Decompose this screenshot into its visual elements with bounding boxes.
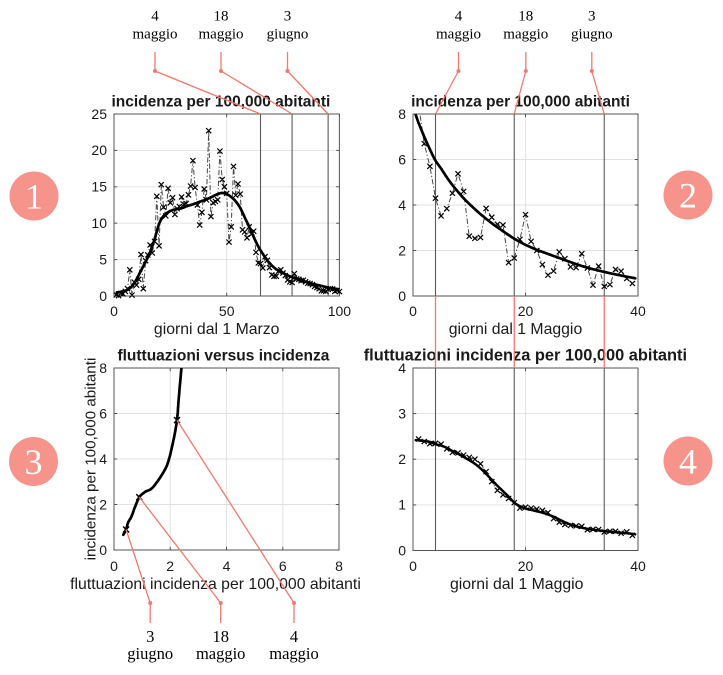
svg-text:giugno: giugno [571, 27, 613, 43]
svg-text:3: 3 [588, 8, 596, 24]
svg-text:4: 4 [223, 558, 231, 574]
svg-text:2: 2 [166, 558, 174, 574]
svg-text:20: 20 [518, 303, 534, 319]
svg-text:6: 6 [99, 405, 107, 421]
svg-text:20: 20 [91, 142, 107, 158]
svg-text:18: 18 [214, 8, 229, 24]
svg-text:fluttuazioni incidenza per 100: fluttuazioni incidenza per 100,000 abita… [364, 347, 687, 365]
svg-text:0: 0 [99, 288, 107, 304]
svg-text:8: 8 [335, 558, 343, 574]
svg-text:0: 0 [409, 558, 417, 574]
svg-text:maggio: maggio [199, 27, 244, 43]
svg-text:maggio: maggio [436, 27, 481, 43]
svg-text:giorni dal 1 Maggio: giorni dal 1 Maggio [450, 576, 584, 593]
svg-text:40: 40 [630, 558, 646, 574]
svg-text:18: 18 [518, 8, 533, 24]
svg-text:2: 2 [679, 175, 697, 215]
svg-text:25: 25 [91, 106, 107, 122]
svg-text:3: 3 [284, 8, 292, 24]
svg-text:giorni dal 1 Marzo: giorni dal 1 Marzo [154, 321, 280, 338]
svg-text:2: 2 [398, 242, 406, 258]
svg-text:4: 4 [679, 441, 697, 481]
svg-text:5: 5 [99, 251, 107, 267]
svg-text:0: 0 [398, 288, 406, 304]
svg-text:6: 6 [279, 558, 287, 574]
svg-text:3: 3 [398, 405, 406, 421]
svg-text:1: 1 [398, 497, 406, 513]
svg-text:maggio: maggio [503, 27, 548, 43]
svg-text:incidenza per 100,000 abitanti: incidenza per 100,000 abitanti [111, 94, 330, 111]
svg-text:fluttuazioni incidenza per 100: fluttuazioni incidenza per 100,000 abita… [70, 576, 361, 593]
svg-text:giugno: giugno [127, 644, 173, 663]
svg-text:0: 0 [110, 303, 118, 319]
svg-text:0: 0 [110, 558, 118, 574]
svg-text:incidenza per 100,000 abitanti: incidenza per 100,000 abitanti [411, 94, 630, 111]
svg-text:4: 4 [398, 197, 406, 213]
svg-text:8: 8 [398, 106, 406, 122]
svg-text:6: 6 [398, 151, 406, 167]
svg-text:2: 2 [398, 451, 406, 467]
svg-text:3: 3 [25, 442, 43, 482]
svg-text:maggio: maggio [269, 644, 319, 663]
svg-text:giorni dal 1 Maggio: giorni dal 1 Maggio [449, 321, 583, 338]
svg-text:4: 4 [290, 627, 298, 646]
svg-text:18: 18 [212, 627, 229, 646]
svg-text:0: 0 [398, 542, 406, 558]
svg-text:100: 100 [328, 303, 352, 319]
svg-text:giugno: giugno [267, 27, 309, 43]
svg-text:50: 50 [219, 303, 235, 319]
svg-text:maggio: maggio [133, 27, 178, 43]
svg-text:1: 1 [25, 176, 43, 216]
svg-text:0: 0 [409, 303, 417, 319]
svg-text:40: 40 [630, 303, 646, 319]
svg-text:maggio: maggio [196, 644, 246, 663]
svg-text:8: 8 [99, 360, 107, 376]
svg-text:15: 15 [91, 179, 107, 195]
svg-text:10: 10 [91, 215, 107, 231]
svg-text:fluttuazioni versus incidenza: fluttuazioni versus incidenza [117, 348, 329, 365]
svg-text:20: 20 [518, 558, 534, 574]
svg-text:4: 4 [398, 360, 406, 376]
svg-text:4: 4 [455, 8, 463, 24]
svg-text:4: 4 [151, 8, 159, 24]
svg-text:4: 4 [99, 451, 107, 467]
svg-text:incidenza per 100,000 abitanti: incidenza per 100,000 abitanti [83, 358, 100, 561]
svg-text:3: 3 [146, 627, 154, 646]
svg-text:2: 2 [99, 496, 107, 512]
svg-text:0: 0 [99, 542, 107, 558]
